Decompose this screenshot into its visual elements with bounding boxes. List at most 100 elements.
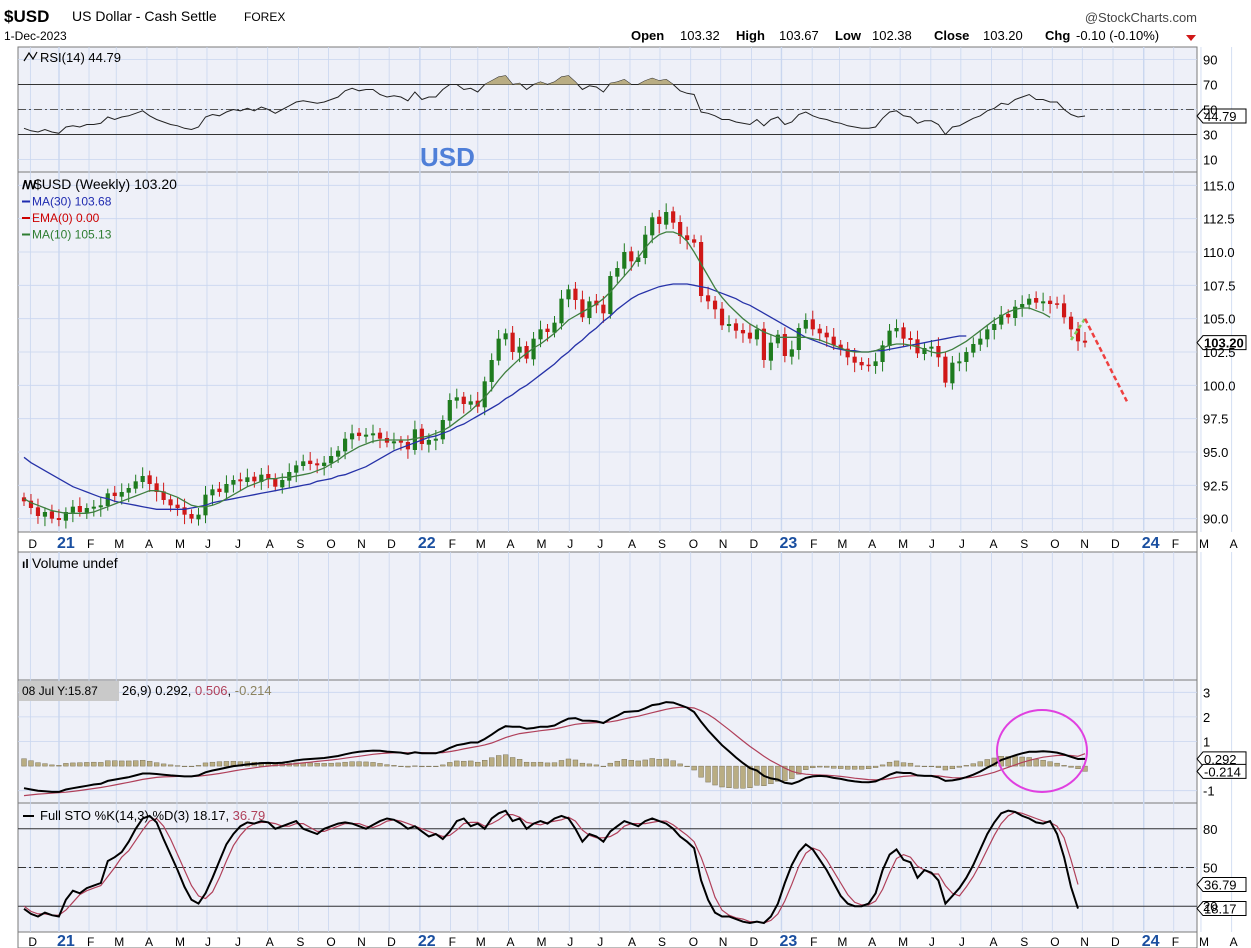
candle-body <box>433 438 438 441</box>
candle-body <box>810 319 815 330</box>
macd-histogram-bar <box>153 762 160 767</box>
candle-body <box>782 334 787 356</box>
candle-body <box>210 489 215 496</box>
x-tick-label: J <box>929 537 935 551</box>
macd-histogram-bar <box>1061 765 1067 767</box>
candle-body <box>175 504 180 508</box>
macd-histogram-bar <box>147 760 153 767</box>
sto-d-value-tag: 36.79 <box>1204 878 1237 893</box>
macd-histogram-bar <box>1075 765 1081 770</box>
candle-body <box>426 440 431 445</box>
candle-body <box>377 432 383 439</box>
x-tick-label-bottom: J <box>959 935 965 948</box>
candle-body <box>126 488 131 493</box>
candle-body <box>154 483 159 492</box>
candle-body <box>273 478 278 487</box>
macd-histogram-bar <box>509 757 516 767</box>
x-tick-label-bottom: 24 <box>1142 933 1160 948</box>
price-legend-item: MA(30) 103.68 <box>32 195 112 209</box>
candle-body <box>1006 314 1011 318</box>
low-label: Low <box>835 28 862 43</box>
candle-body <box>943 356 948 383</box>
candle-body <box>315 463 320 466</box>
candle-body <box>964 352 969 362</box>
projection-up-line <box>1069 317 1087 341</box>
sto-tick-label: 50 <box>1203 861 1217 876</box>
rsi-tick-label: 10 <box>1203 153 1217 168</box>
high-value: 103.67 <box>779 28 819 43</box>
macd-histogram-bar <box>84 762 90 767</box>
instrument-name: US Dollar - Cash Settle <box>72 8 217 24</box>
candle-body <box>419 428 424 444</box>
candle-body <box>531 338 536 360</box>
candle-body <box>761 328 767 360</box>
candle-body <box>789 349 794 357</box>
rsi-tick-label: 50 <box>1203 103 1217 118</box>
x-tick-label: M <box>1199 537 1209 551</box>
macd-line <box>23 701 1086 793</box>
candle-body <box>1054 303 1060 305</box>
macd-value-tag: 0.292 <box>1204 752 1237 767</box>
macd-histogram-bar <box>98 762 104 767</box>
macd-histogram-bar <box>698 765 704 778</box>
x-tick-label: S <box>1020 537 1028 551</box>
line-chart-icon <box>23 51 38 62</box>
x-tick-label-bottom: F <box>1172 935 1179 948</box>
candle-body <box>1013 306 1018 318</box>
macd-histogram-bar <box>984 759 990 767</box>
macd-histogram-bar <box>1026 757 1032 767</box>
sto-k-line <box>23 809 1079 925</box>
price-tick-label: 107.5 <box>1203 278 1236 293</box>
candle-body <box>796 328 801 350</box>
macd-legend-sep: , <box>228 683 235 698</box>
macd-histogram-bar <box>607 762 613 767</box>
x-tick-label: J <box>205 537 211 551</box>
x-tick-label-bottom: J <box>597 935 603 948</box>
macd-histogram-bar <box>77 762 83 767</box>
candle-body <box>503 333 508 340</box>
price-tick-label: 95.0 <box>1203 445 1228 460</box>
macd-histogram-bar <box>119 760 125 767</box>
candle-body <box>559 298 564 324</box>
candle-body <box>189 514 194 519</box>
candle-body <box>957 361 962 364</box>
candle-body <box>252 476 257 482</box>
macd-histogram-bar <box>733 765 739 789</box>
x-tick-label: J <box>567 537 573 551</box>
macd-histogram-bar <box>796 765 802 775</box>
sto-legend-d: 36.79 <box>233 808 266 823</box>
x-tick-label: A <box>266 537 274 551</box>
macd-histogram-bar <box>530 762 537 767</box>
candle-body <box>580 299 585 318</box>
candle-body <box>245 477 250 482</box>
macd-histogram-bar <box>28 760 34 767</box>
macd-histogram-bar <box>740 765 746 789</box>
candle-body <box>887 330 892 346</box>
candle-body <box>42 512 48 517</box>
price-tick-label: 102.5 <box>1203 345 1236 360</box>
usd-annotation: USD <box>420 142 475 172</box>
candle-body <box>517 346 522 353</box>
candle-body <box>266 474 271 479</box>
candle-body <box>28 500 34 508</box>
macd-histogram-bar <box>516 759 523 767</box>
candle-body <box>1068 316 1074 330</box>
macd-histogram-bar <box>879 764 886 767</box>
macd-histogram-bar <box>831 765 837 769</box>
macd-histogram-bar <box>21 758 27 767</box>
macd-histogram-bar <box>370 762 376 767</box>
x-tick-label: A <box>628 537 636 551</box>
x-tick-label-bottom: D <box>749 935 758 948</box>
candle-body <box>908 338 913 340</box>
candle-body <box>894 328 899 332</box>
candle-body <box>329 456 334 464</box>
x-tick-label: N <box>719 537 728 551</box>
candle-body <box>678 222 683 236</box>
macd-histogram-bar <box>335 762 341 767</box>
x-tick-label: S <box>296 537 304 551</box>
candle-body <box>594 300 599 306</box>
close-label: Close <box>934 28 969 43</box>
macd-histogram-bar <box>195 765 202 767</box>
x-tick-label-bottom: A <box>990 935 998 948</box>
x-tick-label-bottom: M <box>537 935 547 948</box>
